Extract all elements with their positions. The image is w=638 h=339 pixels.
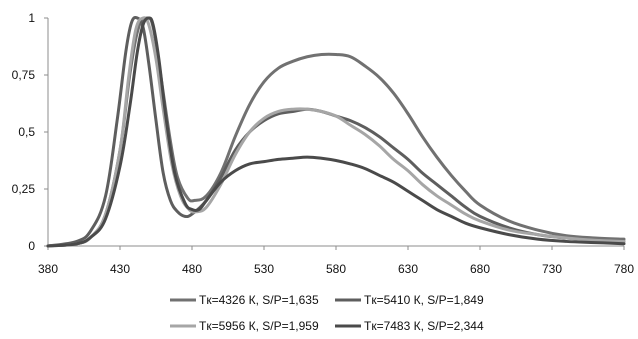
x-tick-label: 630 [398, 262, 418, 276]
x-tick-label: 480 [182, 262, 202, 276]
x-tick-label: 780 [614, 262, 634, 276]
legend-label-2: Tк=5410 К, S/P=1,849 [364, 293, 484, 307]
y-tick-label: 0,5 [18, 125, 35, 139]
y-tick-labels: 0 0,25 0,5 0,75 1 [12, 11, 48, 253]
x-tick-labels: 380 430 480 530 580 630 680 730 780 [38, 246, 634, 276]
series-line-2 [46, 15, 626, 248]
x-tick-label: 530 [254, 262, 274, 276]
x-tick-label: 430 [110, 262, 130, 276]
legend-label-3: Tк=5956 К, S/P=1,959 [199, 319, 319, 333]
legend-label-1: Tк=4326 К, S/P=1,635 [199, 293, 319, 307]
chart-series-lines [46, 15, 626, 248]
legend-label-4: Tк=7483 К, S/P=2,344 [364, 319, 484, 333]
series-line-4 [46, 16, 626, 248]
x-tick-label: 680 [470, 262, 490, 276]
x-tick-label: 580 [326, 262, 346, 276]
series-line-1 [46, 16, 626, 248]
chart-legend: Tк=4326 К, S/P=1,635 Tк=5410 К, S/P=1,849… [170, 293, 484, 333]
y-tick-label: 0 [28, 239, 35, 253]
y-tick-label: 0,25 [12, 182, 36, 196]
y-tick-label: 0,75 [12, 68, 36, 82]
x-tick-label: 730 [542, 262, 562, 276]
series-line-3 [46, 16, 626, 248]
x-tick-label: 380 [38, 262, 58, 276]
y-tick-label: 1 [28, 11, 35, 25]
